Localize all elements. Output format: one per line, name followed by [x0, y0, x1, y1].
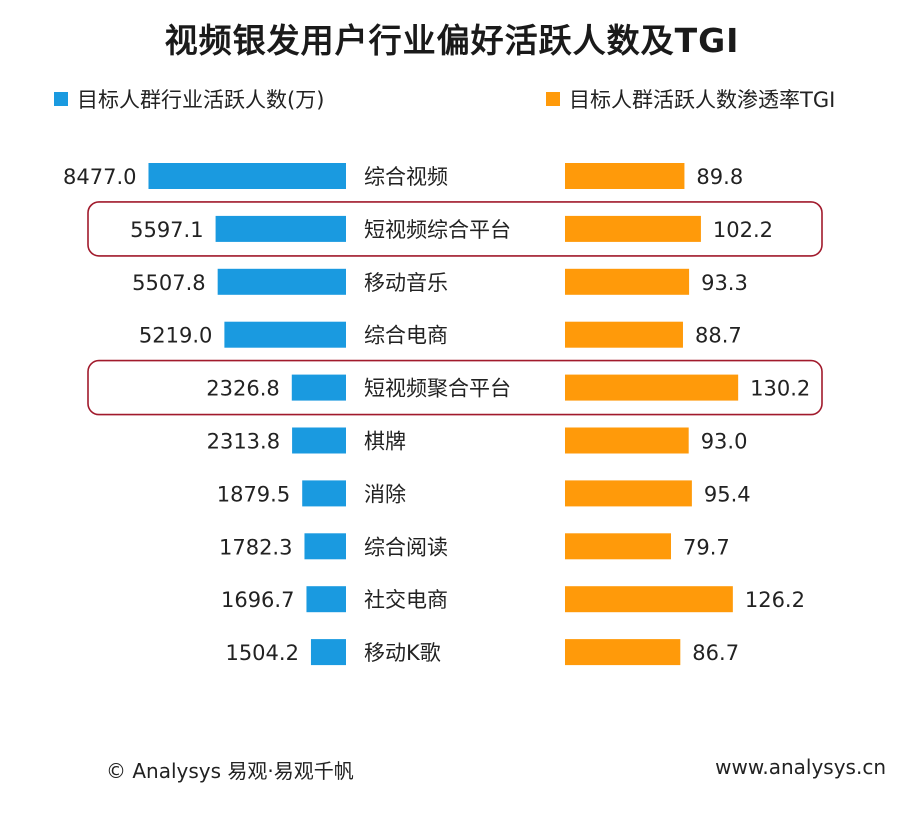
- category-label: 综合电商: [364, 324, 448, 348]
- source-credit: © Analysys 易观·易观千帆: [106, 759, 354, 783]
- bar-active-users: [215, 215, 346, 242]
- value-label-active-users: 1782.3: [219, 535, 292, 559]
- value-label-tgi: 89.8: [696, 165, 743, 189]
- value-label-tgi: 88.7: [695, 324, 742, 348]
- value-label-active-users: 5597.1: [130, 218, 203, 242]
- bar-tgi: [565, 427, 689, 454]
- bar-active-users: [304, 533, 346, 560]
- bar-active-users: [310, 639, 346, 666]
- legend-item-active-users: 目标人群行业活跃人数(万): [54, 84, 324, 114]
- value-label-tgi: 79.7: [683, 535, 730, 559]
- category-label: 消除: [364, 482, 406, 506]
- category-label: 棋牌: [364, 430, 406, 454]
- category-label: 短视频综合平台: [364, 218, 511, 242]
- category-label: 移动K歌: [364, 641, 441, 665]
- value-label-tgi: 102.2: [713, 218, 773, 242]
- bar-tgi: [565, 480, 692, 507]
- bar-active-users: [302, 480, 346, 507]
- value-label-active-users: 2313.8: [207, 430, 280, 454]
- bar-active-users: [224, 321, 346, 348]
- value-label-active-users: 1504.2: [225, 641, 298, 665]
- legend-swatch-blue: [54, 92, 68, 106]
- bar-active-users: [148, 163, 346, 189]
- category-label: 移动音乐: [364, 271, 448, 295]
- value-label-tgi: 93.3: [701, 271, 748, 295]
- value-label-tgi: 130.2: [750, 377, 810, 401]
- highlight-frame: [87, 201, 823, 257]
- value-label-active-users: 2326.8: [206, 377, 279, 401]
- bar-tgi: [565, 321, 683, 348]
- bar-tgi: [565, 268, 690, 295]
- value-label-active-users: 8477.0: [63, 165, 136, 189]
- bar-active-users: [217, 268, 346, 295]
- value-label-active-users: 5507.8: [132, 271, 205, 295]
- category-label: 社交电商: [364, 588, 448, 612]
- bar-tgi: [565, 215, 701, 242]
- value-label-active-users: 1696.7: [221, 588, 294, 612]
- chart-plot: 8477.0 综合视频 89.8 5597.1 短视频综合平台 102.2 5507.8 移动…: [63, 163, 823, 666]
- legend-label-active-users: 目标人群行业活跃人数(万): [77, 88, 325, 112]
- bar-active-users: [292, 427, 346, 454]
- bar-active-users: [306, 586, 346, 613]
- value-label-active-users: 1879.5: [217, 482, 290, 506]
- source-url: www.analysys.cn: [715, 755, 886, 779]
- category-label: 综合视频: [364, 165, 448, 189]
- chart-title: 视频银发用户行业偏好活跃人数及TGI: [164, 21, 740, 60]
- bar-tgi: [565, 374, 739, 401]
- value-label-active-users: 5219.0: [139, 324, 212, 348]
- category-label: 综合阅读: [364, 535, 448, 559]
- bar-tgi: [565, 639, 681, 666]
- highlight-frame: [87, 359, 823, 416]
- bar-tgi: [565, 586, 733, 613]
- bar-active-users: [291, 374, 346, 401]
- value-label-tgi: 86.7: [692, 641, 739, 665]
- legend-item-tgi: 目标人群活跃人数渗透率TGI: [546, 84, 835, 114]
- legend-swatch-orange: [546, 92, 560, 106]
- legend-label-tgi: 目标人群活跃人数渗透率TGI: [569, 88, 836, 112]
- category-label: 短视频聚合平台: [364, 377, 511, 401]
- value-label-tgi: 95.4: [704, 482, 751, 506]
- bar-tgi: [565, 163, 685, 189]
- value-label-tgi: 126.2: [745, 588, 805, 612]
- bar-tgi: [565, 533, 672, 560]
- value-label-tgi: 93.0: [701, 430, 748, 454]
